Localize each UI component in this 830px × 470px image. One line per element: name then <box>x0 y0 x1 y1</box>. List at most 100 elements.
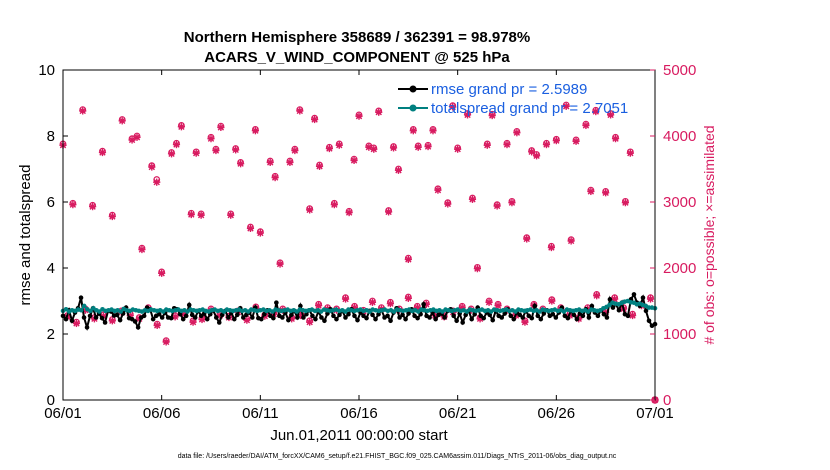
obs-assimilated-marker <box>315 162 324 170</box>
obs-assimilated-marker <box>232 146 240 154</box>
obs-assimilated-marker <box>296 107 304 115</box>
series-point-rmse <box>132 319 138 324</box>
obs-assimilated-marker <box>98 148 107 157</box>
marker-stroke <box>138 246 146 253</box>
marker-stroke <box>89 203 96 210</box>
obs-assimilated-marker <box>414 143 422 151</box>
x-tick-label: 06/11 <box>242 405 278 422</box>
series-point-rmse <box>625 313 631 319</box>
series-point-rmse <box>313 316 318 322</box>
obs-assimilated-marker <box>118 117 126 125</box>
marker-stroke <box>212 147 220 154</box>
obs-assimilated-marker <box>562 102 570 110</box>
obs-assimilated-marker <box>434 186 442 194</box>
marker-stroke <box>247 225 254 232</box>
marker-stroke <box>306 206 313 214</box>
marker-stroke <box>370 146 377 153</box>
marker-stroke <box>387 300 394 307</box>
series-point-rmse <box>631 292 637 297</box>
obs-assimilated-marker <box>394 166 403 174</box>
marker-stroke <box>587 188 595 195</box>
marker-stroke <box>365 144 373 151</box>
series-point-rmse <box>607 297 613 302</box>
series-point-rmse <box>301 315 306 320</box>
marker-stroke <box>207 135 215 142</box>
obs-assimilated-marker <box>350 156 358 165</box>
obs-assimilated-marker <box>454 145 462 153</box>
marker-stroke <box>197 212 205 219</box>
marker-stroke <box>257 229 264 237</box>
marker-stroke <box>454 146 461 153</box>
marker-stroke <box>464 111 471 119</box>
y-axis-right: 0 1000 2000 3000 4000 5000 <box>650 62 696 409</box>
marker-stroke <box>548 297 556 305</box>
series-point-rmse <box>331 313 336 319</box>
obs-assimilated-marker <box>133 133 141 141</box>
series-point-rmse <box>352 313 357 319</box>
series-point-rmse <box>373 316 378 322</box>
y-left-tick-label: 6 <box>47 194 55 211</box>
marker-stroke <box>410 127 417 134</box>
marker-stroke <box>189 318 197 326</box>
series-point-rmse <box>586 315 592 320</box>
y-right-tick-label: 4000 <box>663 128 696 145</box>
series-point-rmse <box>481 315 487 321</box>
series-point-rmse <box>355 317 360 323</box>
obs-assimilated-marker <box>69 201 77 209</box>
obs-assimilated-marker <box>494 302 502 310</box>
series-point-rmse <box>168 315 174 321</box>
marker-stroke <box>543 141 550 148</box>
marker-stroke <box>612 135 619 142</box>
obs-assimilated-marker <box>148 163 156 171</box>
obs-assimilated-marker <box>138 245 146 254</box>
obs-assimilated-marker <box>646 295 655 303</box>
marker-stroke <box>69 201 77 208</box>
series-point-rmse <box>601 311 607 317</box>
y-axis-left: 0 2 4 6 8 10 <box>38 62 68 409</box>
series-point-totalspread <box>78 307 84 313</box>
obs-count-layer <box>59 101 659 404</box>
marker-stroke <box>469 196 476 203</box>
marker-stroke <box>629 312 636 319</box>
x-axis-label: Jun.01,2011 00:00:00 start <box>270 427 448 444</box>
series-point-rmse <box>499 315 505 320</box>
marker-stroke <box>369 299 376 306</box>
obs-assimilated-marker <box>153 321 161 330</box>
series-point-rmse <box>183 313 189 319</box>
marker-stroke <box>489 112 496 119</box>
series-point-rmse <box>192 315 198 320</box>
series-point-rmse <box>604 315 610 320</box>
obs-assimilated-marker <box>311 115 319 124</box>
marker-stroke <box>622 199 629 206</box>
marker-stroke <box>350 157 358 164</box>
obs-assimilated-marker <box>508 199 516 207</box>
series-point-totalspread <box>81 303 87 309</box>
obs-assimilated-marker <box>449 103 457 111</box>
obs-assimilated-marker <box>503 140 511 149</box>
marker-stroke <box>355 113 363 120</box>
marker-stroke <box>153 179 160 186</box>
series-point-rmse <box>529 315 535 321</box>
y-right-tick-label: 1000 <box>663 326 696 343</box>
obs-assimilated-marker <box>493 202 501 210</box>
series-point-rmse <box>415 315 420 321</box>
obs-assimilated-marker <box>386 300 394 308</box>
series-point-rmse <box>241 315 246 320</box>
obs-assimilated-marker <box>621 199 629 207</box>
obs-assimilated-marker <box>197 211 205 219</box>
marker-stroke <box>567 237 575 245</box>
marker-stroke <box>291 147 299 154</box>
series-point-rmse <box>574 316 580 322</box>
series-point-rmse <box>370 312 375 318</box>
y-left-tick-label: 2 <box>47 326 55 343</box>
obs-assimilated-marker <box>153 178 161 186</box>
series-point-rmse <box>322 318 327 324</box>
marker-stroke <box>267 159 274 166</box>
obs-assimilated-marker <box>89 203 97 211</box>
marker-stroke <box>513 129 521 136</box>
marker-stroke <box>434 186 442 194</box>
series-point-rmse <box>406 311 411 316</box>
obs-assimilated-marker <box>463 111 472 119</box>
marker-stroke <box>592 108 599 115</box>
